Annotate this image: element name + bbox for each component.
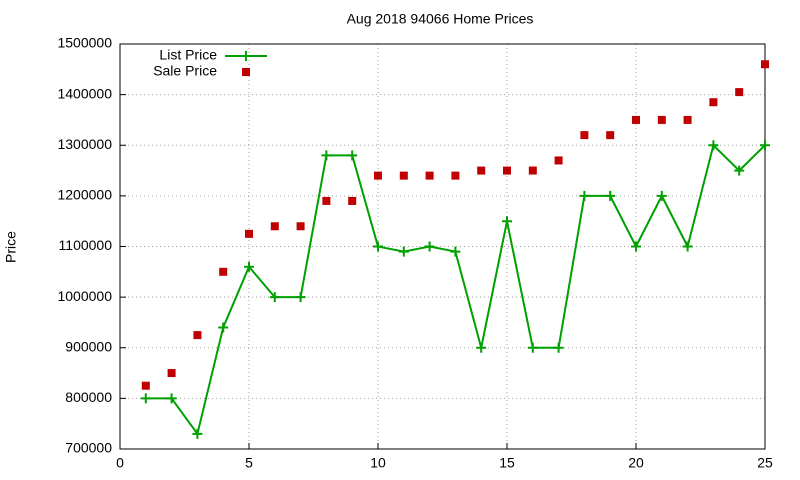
- data-point: [347, 150, 358, 161]
- data-point: [399, 171, 408, 180]
- data-point: [322, 196, 331, 205]
- data-point: [270, 222, 279, 231]
- data-point: [553, 342, 564, 353]
- data-point: [656, 190, 667, 201]
- data-point: [709, 98, 718, 107]
- data-point: [219, 267, 228, 276]
- legend-swatch: [241, 51, 251, 61]
- data-point: [140, 393, 151, 404]
- data-point: [527, 342, 538, 353]
- data-point: [373, 241, 383, 252]
- data-point: [424, 241, 435, 252]
- data-point: [735, 88, 744, 97]
- data-point: [605, 190, 616, 201]
- legend-label: List Price: [159, 47, 217, 63]
- data-point: [761, 60, 769, 69]
- data-point: [708, 140, 719, 151]
- data-point: [166, 393, 177, 404]
- data-point: [192, 428, 203, 439]
- data-point: [477, 166, 486, 175]
- data-point: [321, 150, 332, 161]
- data-point: [502, 216, 512, 227]
- data-point: [348, 196, 357, 205]
- x-tick-label: 20: [628, 455, 644, 471]
- x-tick-label: 0: [116, 455, 124, 471]
- y-tick-label: 1300000: [57, 136, 112, 152]
- data-point: [296, 222, 305, 231]
- data-point: [682, 241, 693, 252]
- data-point: [244, 261, 254, 272]
- data-point: [295, 292, 306, 303]
- data-point: [657, 115, 666, 124]
- legend-swatch: [242, 68, 250, 76]
- data-point: [425, 171, 434, 180]
- y-tick-label: 800000: [65, 389, 112, 405]
- y-tick-label: 700000: [65, 440, 112, 456]
- legend-label: Sale Price: [153, 63, 217, 79]
- data-point: [579, 190, 590, 201]
- x-tick-label: 25: [757, 455, 773, 471]
- y-tick-label: 900000: [65, 338, 112, 354]
- x-tick-label: 10: [370, 455, 386, 471]
- data-point: [476, 342, 487, 353]
- data-point: [450, 246, 461, 257]
- data-point: [141, 381, 150, 390]
- data-point: [606, 131, 615, 140]
- data-point: [218, 322, 229, 333]
- data-point: [580, 131, 589, 140]
- data-point: [245, 229, 253, 238]
- data-point: [503, 166, 511, 175]
- y-tick-label: 1100000: [59, 237, 113, 253]
- data-point: [528, 166, 537, 175]
- y-tick-label: 1200000: [57, 187, 112, 203]
- data-point: [374, 171, 382, 180]
- data-point: [734, 165, 745, 176]
- data-point: [760, 140, 770, 151]
- data-point: [631, 241, 641, 252]
- y-tick-label: 1000000: [57, 288, 112, 304]
- y-axis-label: Price: [3, 231, 19, 263]
- data-point: [683, 115, 692, 124]
- data-point: [632, 115, 640, 124]
- data-point: [193, 331, 202, 340]
- data-point: [269, 292, 280, 303]
- data-point: [554, 156, 563, 165]
- data-point: [451, 171, 460, 180]
- y-tick-label: 1500000: [57, 35, 112, 51]
- data-point: [398, 246, 409, 257]
- chart-title: Aug 2018 94066 Home Prices: [347, 11, 534, 27]
- x-tick-label: 5: [245, 455, 253, 471]
- y-tick-label: 1400000: [57, 85, 112, 101]
- x-tick-label: 15: [499, 455, 515, 471]
- series-line: [145, 143, 766, 437]
- data-point: [167, 369, 176, 378]
- plot-border: [119, 43, 766, 450]
